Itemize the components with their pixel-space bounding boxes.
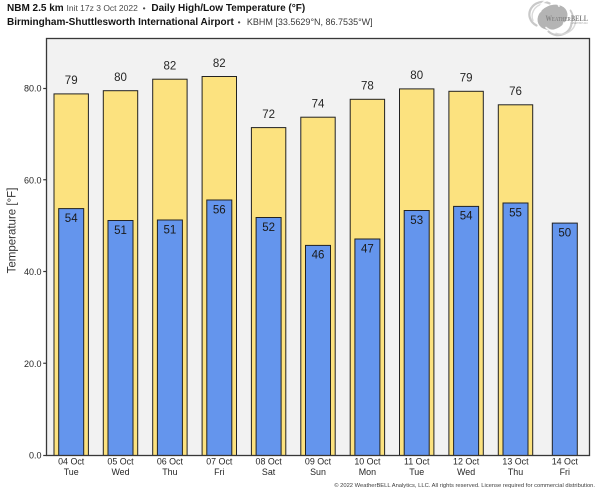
svg-text:Fri: Fri — [560, 467, 570, 477]
svg-text:Mon: Mon — [359, 467, 376, 477]
svg-text:06 Oct: 06 Oct — [157, 457, 184, 467]
svg-text:52: 52 — [262, 222, 275, 234]
svg-text:56: 56 — [213, 204, 226, 216]
svg-text:14 Oct: 14 Oct — [552, 457, 579, 467]
svg-text:Temperature [°F]: Temperature [°F] — [7, 188, 19, 274]
svg-text:80: 80 — [410, 70, 423, 82]
svg-text:53: 53 — [410, 215, 423, 227]
svg-text:10 Oct: 10 Oct — [354, 457, 381, 467]
svg-text:82: 82 — [164, 61, 177, 73]
svg-text:ANALYTICS LLC: ANALYTICS LLC — [572, 21, 589, 25]
svg-text:78: 78 — [361, 81, 374, 93]
svg-text:46: 46 — [312, 250, 325, 262]
svg-text:08 Oct: 08 Oct — [256, 457, 283, 467]
svg-text:40.0: 40.0 — [24, 267, 42, 277]
svg-text:79: 79 — [460, 73, 473, 85]
svg-text:Sat: Sat — [262, 467, 276, 477]
svg-text:Fri: Fri — [214, 467, 224, 477]
svg-text:55: 55 — [509, 207, 522, 219]
svg-text:Wed: Wed — [457, 467, 475, 477]
svg-text:Thu: Thu — [162, 467, 177, 477]
svg-text:09 Oct: 09 Oct — [305, 457, 332, 467]
svg-text:54: 54 — [460, 211, 473, 223]
svg-text:0.0: 0.0 — [29, 451, 42, 461]
svg-text:74: 74 — [312, 99, 325, 111]
svg-text:80.0: 80.0 — [24, 84, 42, 94]
svg-text:05 Oct: 05 Oct — [107, 457, 134, 467]
svg-text:Sun: Sun — [310, 467, 326, 477]
svg-text:11 Oct: 11 Oct — [404, 457, 430, 467]
svg-text:07 Oct: 07 Oct — [206, 457, 233, 467]
svg-text:54: 54 — [65, 213, 78, 225]
svg-text:04 Oct: 04 Oct — [58, 457, 85, 467]
svg-text:50: 50 — [558, 227, 571, 239]
svg-text:82: 82 — [213, 58, 226, 70]
svg-text:Tue: Tue — [409, 467, 424, 477]
svg-text:© 2022 WeatherBELL Analytics,: © 2022 WeatherBELL Analytics, LLC. All r… — [334, 482, 595, 489]
svg-text:13 Oct: 13 Oct — [502, 457, 529, 467]
svg-text:51: 51 — [164, 224, 177, 236]
svg-text:51: 51 — [114, 225, 127, 237]
svg-text:Thu: Thu — [508, 467, 523, 477]
svg-text:12 Oct: 12 Oct — [453, 457, 480, 467]
svg-text:80: 80 — [114, 72, 127, 84]
svg-text:Wed: Wed — [111, 467, 129, 477]
svg-text:76: 76 — [509, 86, 522, 98]
svg-text:72: 72 — [262, 109, 275, 121]
svg-text:Tue: Tue — [64, 467, 79, 477]
svg-text:79: 79 — [65, 75, 78, 87]
svg-text:20.0: 20.0 — [24, 359, 42, 369]
svg-text:47: 47 — [361, 243, 374, 255]
svg-text:60.0: 60.0 — [24, 175, 42, 185]
svg-text:WEATHERBELL: WEATHERBELL — [546, 14, 589, 23]
